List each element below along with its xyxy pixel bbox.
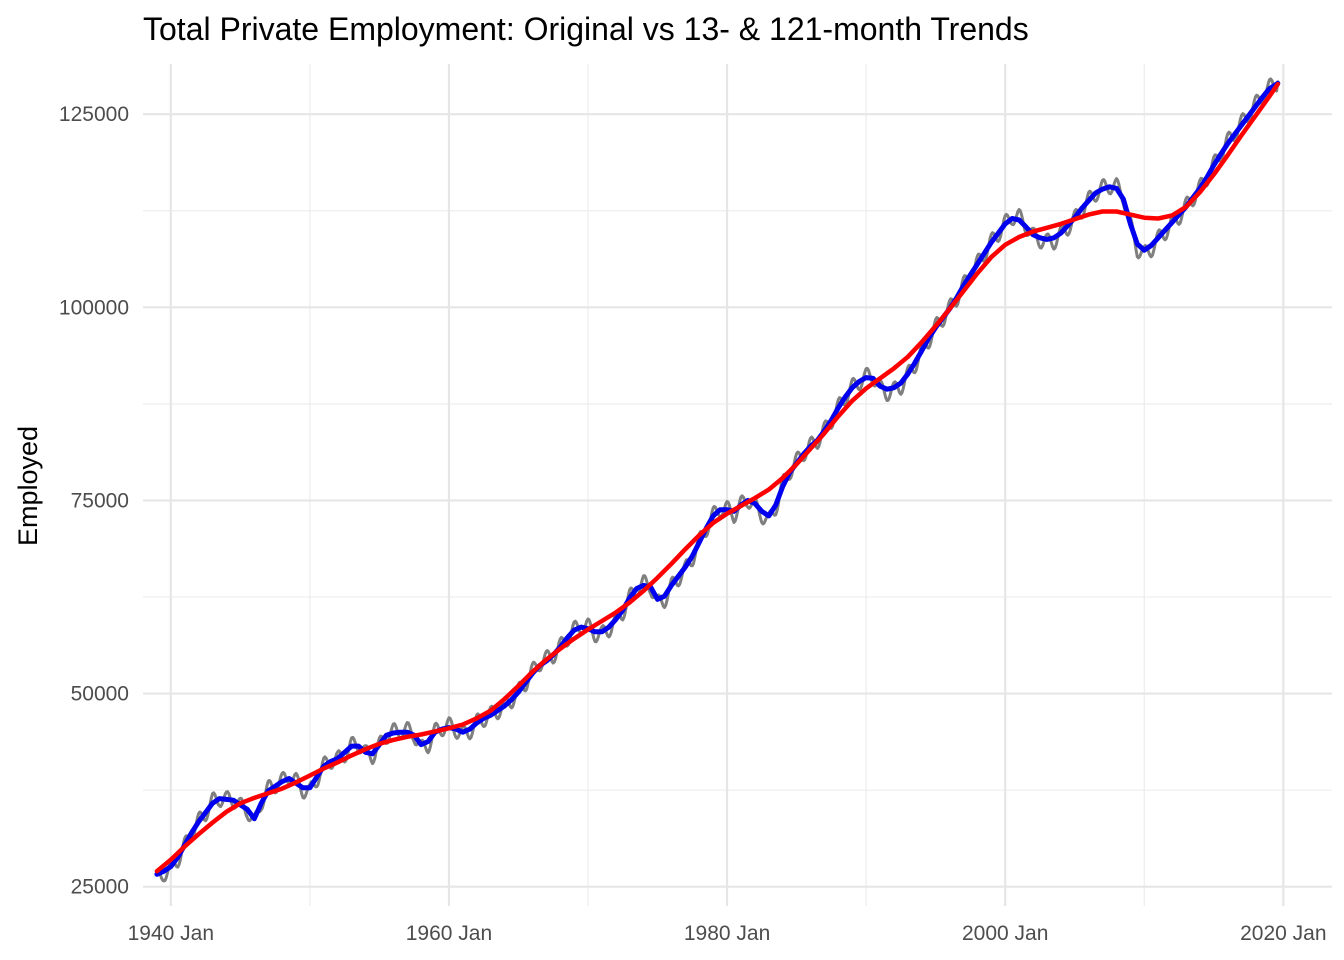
x-tick-label: 1980 Jan — [684, 922, 770, 945]
grid-lines — [143, 64, 1332, 906]
x-tick-label: 2000 Jan — [962, 922, 1048, 945]
x-tick-label: 1940 Jan — [128, 922, 214, 945]
y-axis-label: Employed — [13, 426, 43, 546]
y-tick-label: 75000 — [71, 489, 129, 512]
y-tick-label: 125000 — [59, 103, 129, 126]
y-tick-label: 50000 — [71, 683, 129, 706]
axis-tick-labels: 25000 50000 75000 100000 125000 1940 Jan 1960 … — [59, 103, 1327, 945]
x-tick-label: 1960 Jan — [406, 922, 492, 945]
series-121-month-trend-line — [154, 81, 1281, 874]
series-13-month-trend-line — [154, 80, 1281, 877]
y-tick-label: 100000 — [59, 296, 129, 319]
series-lines — [154, 77, 1281, 883]
chart-title: Total Private Employment: Original vs 13… — [143, 11, 1029, 47]
y-tick-label: 25000 — [71, 876, 129, 899]
x-tick-label: 2020 Jan — [1240, 922, 1326, 945]
